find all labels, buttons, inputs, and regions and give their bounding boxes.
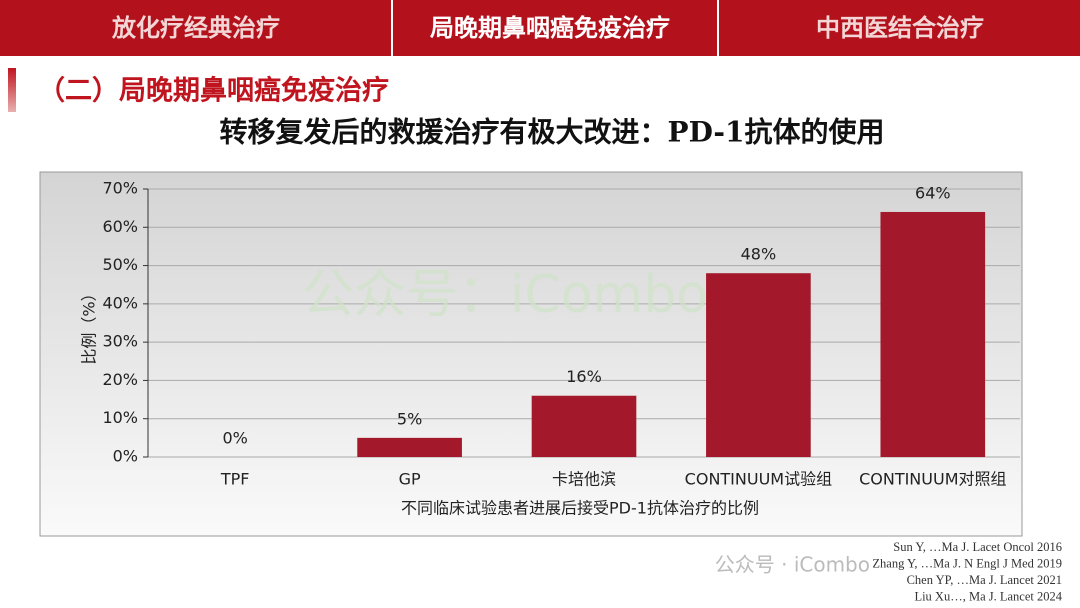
tab[interactable]: 局晚期鼻咽癌免疫治疗 xyxy=(430,14,670,42)
reference: Liu Xu…, Ma J. Lancet 2024 xyxy=(914,589,1062,603)
reference: Zhang Y, …Ma J. N Engl J Med 2019 xyxy=(872,556,1062,570)
x-tick-label: 卡培他滨 xyxy=(552,470,616,489)
y-tick-label: 70% xyxy=(102,179,138,198)
bar xyxy=(880,211,986,457)
references: Sun Y, …Ma J. Lacet Oncol 2016 Zhang Y, …… xyxy=(872,540,1062,604)
y-tick-label: 60% xyxy=(102,217,138,236)
reference: Chen YP, …Ma J. Lancet 2021 xyxy=(907,573,1062,587)
y-tick-label: 40% xyxy=(102,293,138,312)
chart-area xyxy=(39,171,1023,537)
y-tick-label: 0% xyxy=(113,447,138,466)
watermark: 公众号：iCombo xyxy=(302,265,708,325)
tab-bar xyxy=(0,0,1080,56)
logo: 公众号 · iCombo xyxy=(715,553,870,577)
x-axis-label: 不同临床试验患者进展后接受PD-1抗体治疗的比例 xyxy=(401,499,759,518)
bar xyxy=(357,437,462,457)
bar xyxy=(531,395,637,457)
data-label: 0% xyxy=(223,429,248,448)
tab[interactable]: 放化疗经典治疗 xyxy=(111,14,280,42)
subtitle: 转移复发后的救援治疗有极大改进：PD-1抗体的使用 xyxy=(220,116,885,149)
x-tick-label: TPF xyxy=(220,470,250,489)
y-tick-label: 20% xyxy=(102,370,138,389)
x-tick-label: GP xyxy=(399,470,421,489)
y-tick-label: 30% xyxy=(102,332,138,351)
x-tick-label: CONTINUUM对照组 xyxy=(859,470,1006,489)
data-label: 64% xyxy=(915,183,951,202)
accent-bar xyxy=(8,68,16,112)
bar xyxy=(706,273,811,457)
y-tick-label: 50% xyxy=(102,255,138,274)
data-label: 48% xyxy=(741,245,777,264)
reference: Sun Y, …Ma J. Lacet Oncol 2016 xyxy=(893,540,1062,554)
y-axis-label: 比例（%） xyxy=(80,285,99,364)
data-label: 16% xyxy=(566,367,602,386)
data-label: 5% xyxy=(397,409,422,428)
y-tick-label: 10% xyxy=(102,408,138,427)
heading: （二）局晚期鼻咽癌免疫治疗 xyxy=(38,75,389,107)
x-tick-label: CONTINUUM试验组 xyxy=(685,470,832,489)
tab[interactable]: 中西医结合治疗 xyxy=(816,14,984,42)
plot: 0% 10% 20% 30% 40% 50% 60% 70% TPF 0% GP 5% 卡培他滨 16% C… xyxy=(102,179,1020,489)
